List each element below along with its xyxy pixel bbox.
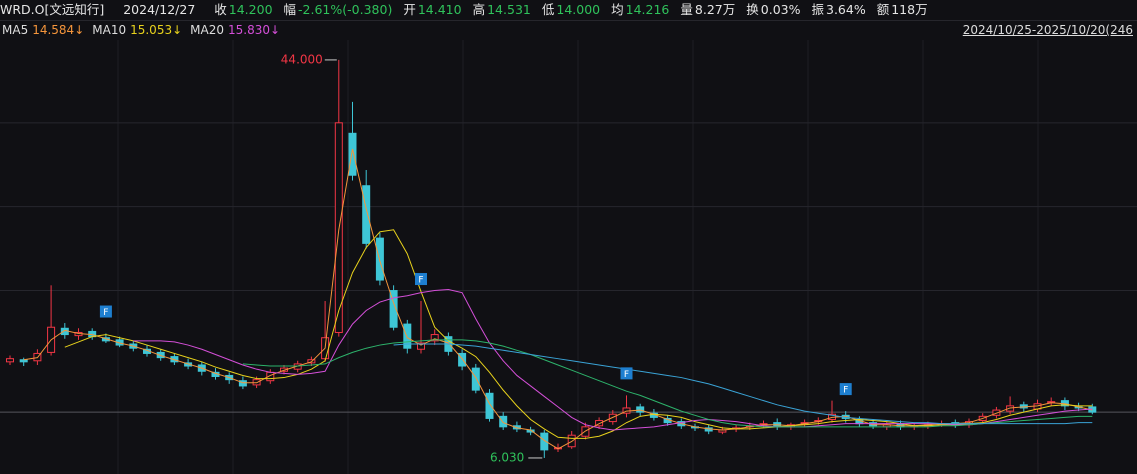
- event-flag: [415, 273, 427, 286]
- quote-label: 幅: [283, 2, 297, 17]
- candle-body: [362, 185, 371, 244]
- quote-header: WRD.O[文远知行] 2024/12/27 收 14.200 幅 -2.61%(-0…: [0, 0, 1137, 21]
- max-label: 44.000: [281, 52, 323, 66]
- date: 2024/12/27: [123, 2, 196, 17]
- quote-value: 14.000: [556, 2, 601, 17]
- candle-body: [280, 367, 288, 372]
- ma-line: [393, 343, 1093, 425]
- event-flag: [620, 367, 633, 380]
- min-label: 6.030: [490, 450, 524, 464]
- ma-legend-row: 2024/10/25-2025/10/20(246 MA5 14.584↓ MA10…: [0, 21, 1137, 40]
- candle-body: [184, 362, 193, 367]
- quote-value: 0.03%: [760, 2, 801, 17]
- event-flag-label: F: [103, 308, 108, 318]
- quote-label: 均: [611, 2, 624, 17]
- candle-body: [115, 339, 124, 346]
- candle-body: [499, 415, 508, 428]
- event-flag-label: F: [843, 386, 848, 396]
- ma-legend-name: MA5: [2, 23, 29, 37]
- candle-body: [389, 290, 398, 328]
- quote-value: 14.410: [417, 2, 462, 17]
- quote-value: 118万: [891, 2, 928, 17]
- quote-label: 收: [214, 2, 227, 17]
- event-flag: [99, 305, 112, 318]
- quote-label: 开: [403, 2, 416, 17]
- candle-body: [375, 237, 384, 281]
- event-flag: [839, 383, 852, 396]
- candle-body: [348, 132, 357, 176]
- quote-label: 额: [876, 2, 890, 17]
- candle-body: [417, 342, 425, 350]
- quote-value: -2.61%(-0.380): [298, 2, 393, 17]
- candle-body: [540, 432, 549, 451]
- quote-value: 14.531: [487, 2, 531, 17]
- ma-line: [23, 148, 1093, 450]
- ma-legend-name: MA10: [92, 23, 127, 37]
- quote-label: 换: [746, 2, 759, 17]
- ma-line: [64, 229, 1093, 439]
- quote-value: 14.216: [625, 2, 670, 17]
- quote-value: 8.27万: [694, 2, 736, 17]
- ma-legend-value: 14.584↓: [32, 23, 85, 37]
- ma-legend-value: 15.830↓: [227, 23, 281, 37]
- ma-line: [133, 288, 1093, 431]
- ma-line: [242, 339, 1093, 428]
- candle-body: [458, 352, 467, 367]
- quote-value: 3.64%: [826, 2, 866, 17]
- event-flag-label: F: [418, 276, 423, 286]
- candle-body: [170, 356, 179, 363]
- event-flag-label: F: [624, 370, 629, 380]
- date-range[interactable]: 2024/10/25-2025/10/20(246: [962, 23, 1133, 37]
- candle-body: [101, 337, 110, 342]
- candle-body: [485, 392, 494, 419]
- candle-body: [293, 363, 302, 370]
- quote-label: 量: [680, 2, 693, 17]
- quote-value: 14.200: [228, 2, 273, 17]
- quote-label: 振: [811, 2, 824, 17]
- candle-body: [869, 422, 878, 427]
- quote-label: 高: [472, 2, 486, 17]
- candle-body: [471, 367, 480, 391]
- candle-body: [403, 323, 412, 349]
- candle-body: [19, 359, 28, 363]
- ma-legend-name: MA20: [190, 23, 224, 37]
- candle-body: [636, 406, 645, 413]
- candle-body: [238, 380, 247, 387]
- quote-label: 低: [541, 2, 555, 17]
- candle-body: [430, 334, 439, 342]
- symbol: WRD.O[文远知行]: [0, 2, 105, 17]
- ma-legend-value: 15.053↓: [130, 23, 183, 37]
- candle-body: [6, 358, 14, 363]
